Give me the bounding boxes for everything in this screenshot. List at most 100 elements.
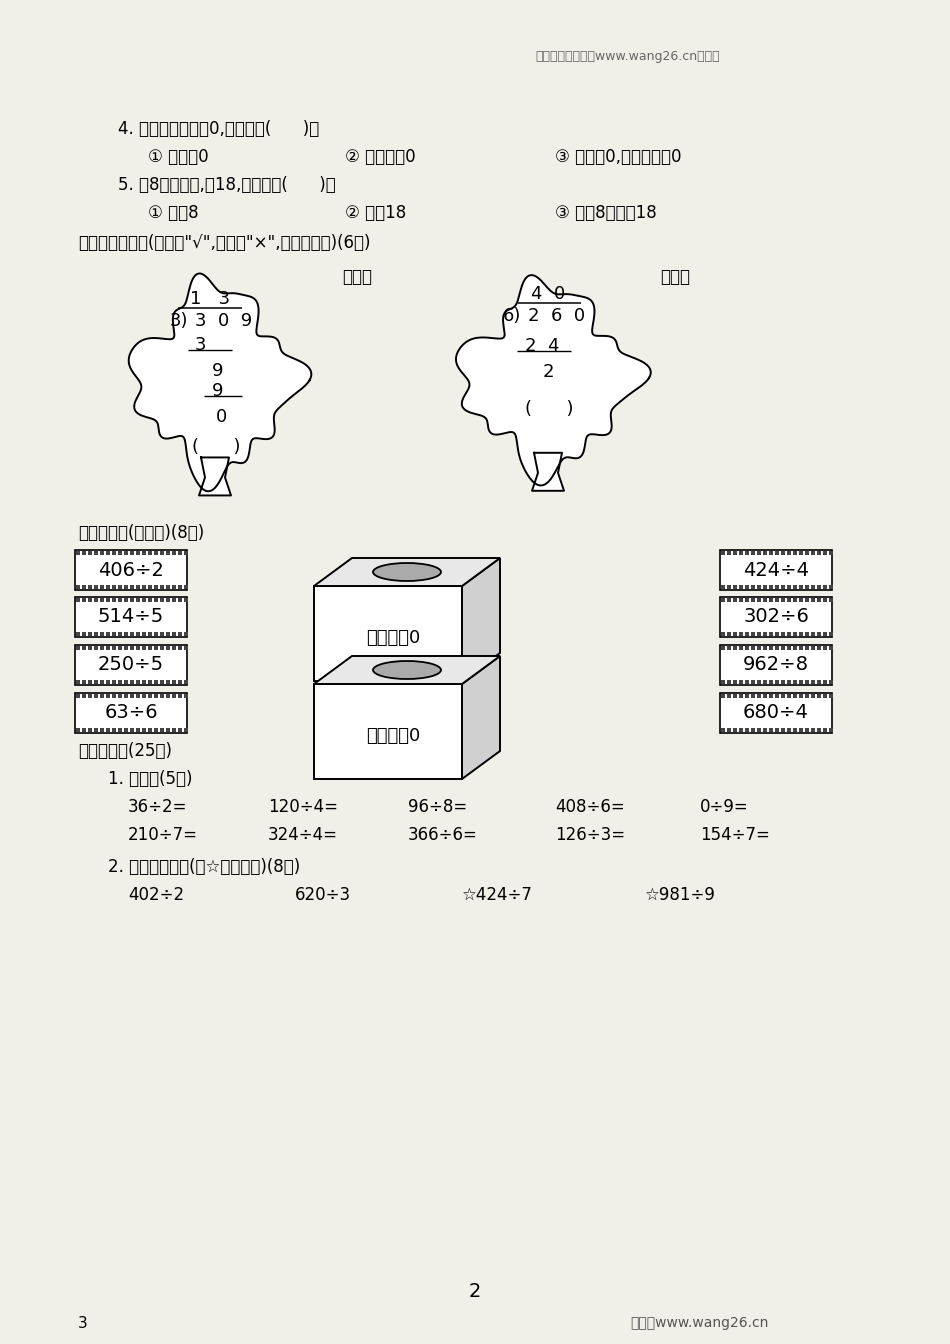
Bar — [154, 598, 158, 602]
Bar — [88, 632, 92, 636]
Bar — [727, 598, 731, 602]
Bar — [757, 585, 761, 589]
Bar — [720, 645, 832, 685]
Bar — [75, 694, 187, 732]
Bar — [793, 632, 797, 636]
Bar — [763, 632, 767, 636]
Bar — [172, 694, 176, 698]
Bar — [178, 728, 182, 732]
Bar — [142, 646, 146, 650]
Bar — [94, 598, 98, 602]
Bar — [739, 585, 743, 589]
Bar — [739, 598, 743, 602]
Bar — [720, 694, 832, 732]
Text: 5. 用8除一个数,商18,余数应该(      )。: 5. 用8除一个数,商18,余数应该( )。 — [118, 176, 335, 194]
Bar — [817, 694, 821, 698]
Bar — [829, 646, 833, 650]
Ellipse shape — [373, 563, 441, 581]
Bar — [94, 646, 98, 650]
Text: 210÷7=: 210÷7= — [128, 827, 198, 844]
Text: 4. 被除数的末尾有0,商的末尾(      )。: 4. 被除数的末尾有0,商的末尾( )。 — [118, 120, 319, 138]
Bar — [769, 585, 773, 589]
Text: 2  4: 2 4 — [525, 337, 560, 355]
Bar — [130, 646, 134, 650]
Bar — [763, 646, 767, 650]
Bar — [100, 728, 104, 732]
Bar — [721, 598, 725, 602]
Bar — [823, 680, 827, 684]
Bar — [130, 632, 134, 636]
Bar — [817, 728, 821, 732]
Text: 366÷6=: 366÷6= — [408, 827, 478, 844]
Bar — [154, 632, 158, 636]
Bar — [124, 585, 128, 589]
Bar — [769, 680, 773, 684]
Bar — [118, 632, 122, 636]
Text: 408÷6=: 408÷6= — [555, 798, 625, 816]
Bar — [184, 694, 188, 698]
Polygon shape — [129, 274, 312, 492]
Text: 六、计算。(25分): 六、计算。(25分) — [78, 742, 172, 759]
Bar — [811, 598, 815, 602]
Bar — [166, 646, 170, 650]
Bar — [745, 694, 749, 698]
Text: 1   3: 1 3 — [190, 290, 230, 308]
Text: ② 小于18: ② 小于18 — [345, 204, 407, 222]
Bar — [76, 551, 80, 555]
Text: 620÷3: 620÷3 — [295, 886, 352, 905]
Bar — [781, 598, 785, 602]
Bar — [817, 646, 821, 650]
Text: 9: 9 — [212, 362, 223, 380]
Bar — [757, 632, 761, 636]
Bar — [136, 694, 140, 698]
Bar — [118, 646, 122, 650]
Bar — [136, 598, 140, 602]
Bar — [805, 680, 809, 684]
Bar — [739, 728, 743, 732]
Bar — [118, 694, 122, 698]
Text: 0÷9=: 0÷9= — [700, 798, 749, 816]
Bar — [160, 632, 164, 636]
Bar — [757, 694, 761, 698]
Bar — [769, 694, 773, 698]
Bar — [787, 680, 791, 684]
Bar — [142, 728, 146, 732]
Bar — [805, 646, 809, 650]
Bar — [166, 694, 170, 698]
Bar — [148, 728, 152, 732]
Bar — [811, 728, 815, 732]
Bar — [787, 632, 791, 636]
Bar — [805, 632, 809, 636]
Bar — [721, 551, 725, 555]
Bar — [142, 598, 146, 602]
Text: 250÷5: 250÷5 — [98, 656, 164, 675]
Text: 3: 3 — [195, 336, 206, 353]
Bar — [721, 728, 725, 732]
Bar — [763, 585, 767, 589]
Bar — [184, 728, 188, 732]
Bar — [745, 585, 749, 589]
Bar — [178, 632, 182, 636]
Bar — [787, 694, 791, 698]
Text: (      ): ( ) — [192, 438, 240, 456]
Bar — [733, 694, 737, 698]
Bar — [166, 632, 170, 636]
Bar — [100, 646, 104, 650]
Text: 4  0: 4 0 — [531, 285, 565, 302]
Text: ③ 大于8而小于18: ③ 大于8而小于18 — [555, 204, 656, 222]
Bar — [172, 585, 176, 589]
Bar — [793, 551, 797, 555]
Bar — [799, 694, 803, 698]
Bar — [727, 680, 731, 684]
Bar — [727, 632, 731, 636]
Bar — [781, 728, 785, 732]
Bar — [823, 551, 827, 555]
Bar — [82, 598, 86, 602]
Bar — [82, 646, 86, 650]
Bar — [751, 632, 755, 636]
Bar — [112, 585, 116, 589]
Bar — [106, 632, 110, 636]
Bar — [82, 680, 86, 684]
Polygon shape — [462, 558, 500, 681]
Bar — [94, 632, 98, 636]
